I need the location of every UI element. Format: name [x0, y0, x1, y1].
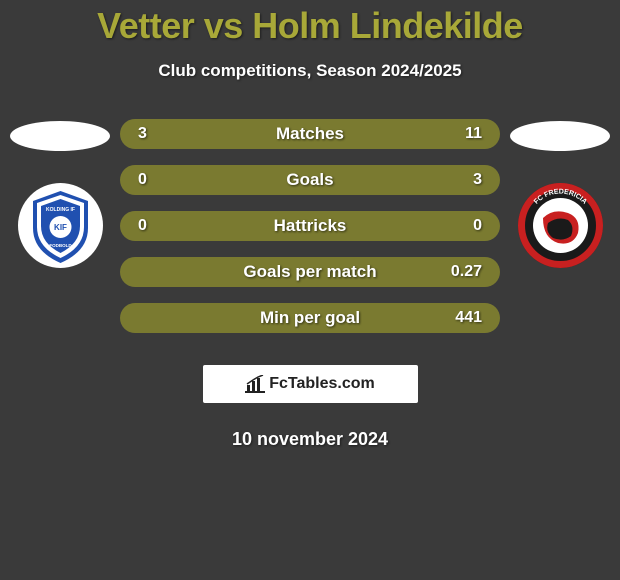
right-flag-placeholder	[510, 121, 610, 151]
stat-row-hattricks: 0 Hattricks 0	[120, 211, 500, 241]
stat-label: Goals per match	[243, 262, 376, 282]
subtitle: Club competitions, Season 2024/2025	[0, 61, 620, 81]
left-club-badge: KOLDING IF KIF FODBOLD	[18, 183, 103, 268]
stat-right-value: 0.27	[451, 263, 482, 281]
attribution-text: FcTables.com	[269, 375, 375, 393]
stat-right-value: 441	[455, 309, 482, 327]
stat-right-value: 0	[473, 217, 482, 235]
kolding-shield-icon: KOLDING IF KIF FODBOLD	[18, 183, 103, 268]
stats-column: 3 Matches 11 0 Goals 3 0 Hattricks 0 Goa…	[120, 119, 500, 333]
lion-icon	[533, 198, 588, 253]
stat-right-value: 3	[473, 171, 482, 189]
main-row: KOLDING IF KIF FODBOLD 3 Matches 11 0 Go…	[0, 119, 620, 333]
svg-text:KOLDING IF: KOLDING IF	[46, 207, 75, 213]
stat-label: Hattricks	[274, 216, 347, 236]
stat-label: Matches	[276, 124, 344, 144]
left-flag-placeholder	[10, 121, 110, 151]
stat-label: Min per goal	[260, 308, 360, 328]
badge-inner	[533, 198, 588, 253]
bar-chart-icon	[245, 375, 265, 393]
stat-left-value: 0	[138, 171, 147, 189]
svg-text:KIF: KIF	[54, 223, 67, 232]
stat-label: Goals	[286, 170, 333, 190]
right-player-column: FC FREDERICIA	[510, 119, 610, 268]
stat-right-value: 11	[465, 125, 482, 143]
page-title: Vetter vs Holm Lindekilde	[0, 5, 620, 47]
stat-row-min-per-goal: Min per goal 441	[120, 303, 500, 333]
stat-left-value: 3	[138, 125, 147, 143]
stat-left-value: 0	[138, 217, 147, 235]
stat-row-goals: 0 Goals 3	[120, 165, 500, 195]
svg-text:FODBOLD: FODBOLD	[49, 243, 72, 248]
right-club-badge: FC FREDERICIA	[518, 183, 603, 268]
left-player-column: KOLDING IF KIF FODBOLD	[10, 119, 110, 268]
stat-row-goals-per-match: Goals per match 0.27	[120, 257, 500, 287]
stat-row-matches: 3 Matches 11	[120, 119, 500, 149]
comparison-card: Vetter vs Holm Lindekilde Club competiti…	[0, 0, 620, 450]
attribution-badge: FcTables.com	[203, 365, 418, 403]
date-text: 10 november 2024	[0, 429, 620, 450]
